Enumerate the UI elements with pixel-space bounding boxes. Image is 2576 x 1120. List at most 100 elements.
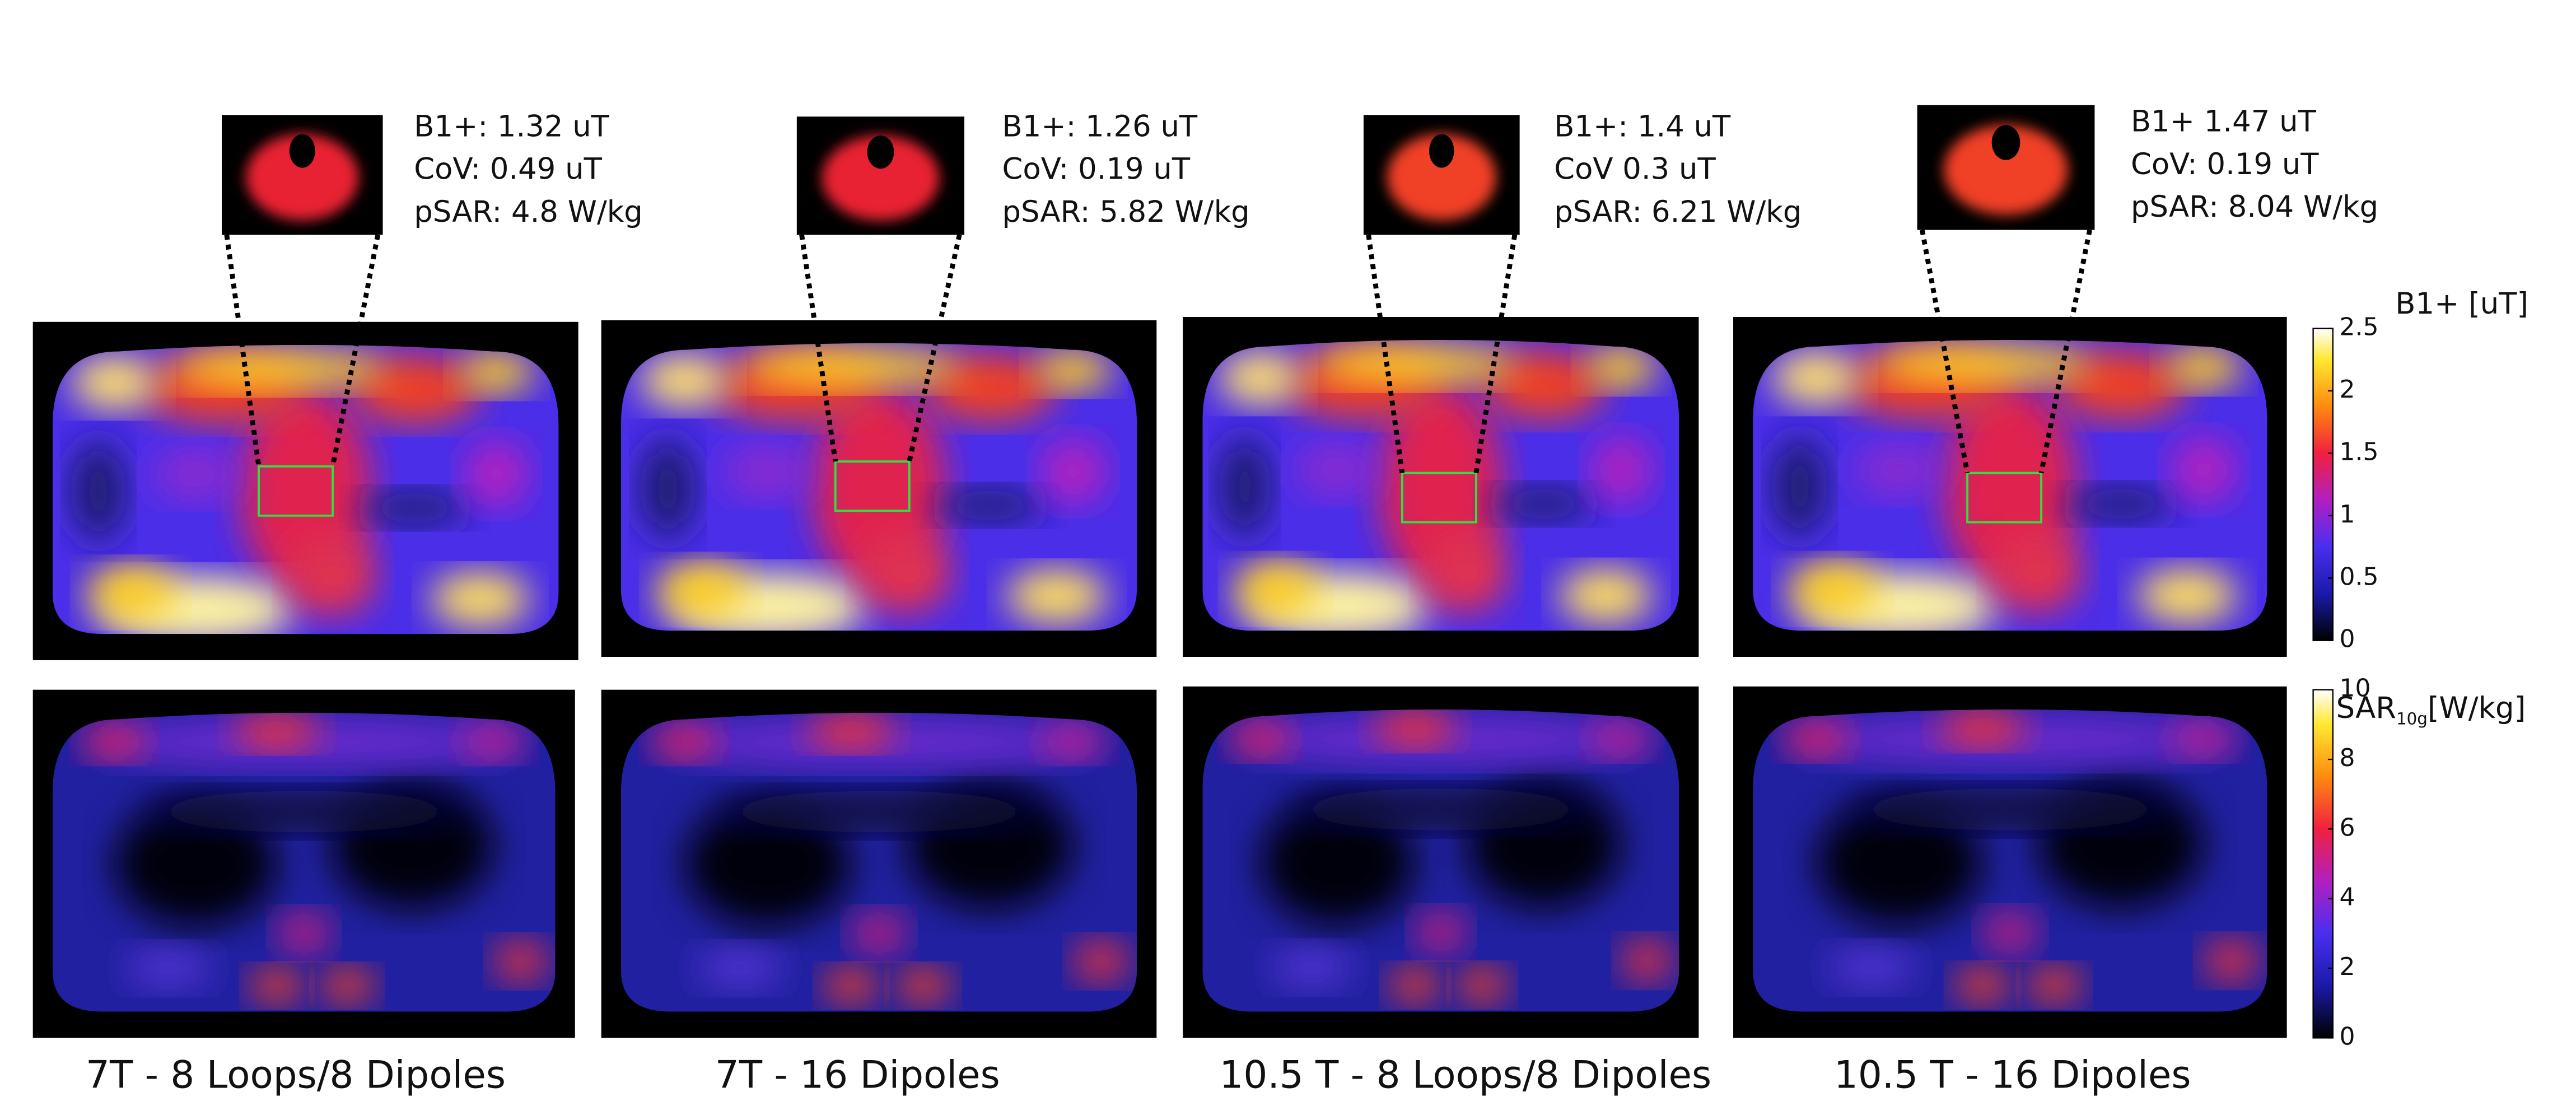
heatmap xyxy=(1202,709,1679,1012)
stat-text: CoV 0.3 uT xyxy=(1554,152,1716,186)
stat-text: CoV: 0.19 uT xyxy=(1002,152,1191,186)
panel-caption: 7T - 8 Loops/8 Dipoles xyxy=(86,1052,506,1096)
inset-field xyxy=(822,135,940,221)
roi-box xyxy=(1401,472,1477,524)
field-blob xyxy=(2171,721,2237,757)
stat-text: pSAR: 6.21 W/kg xyxy=(1554,195,1802,229)
heatmap xyxy=(52,712,556,1012)
field-blob xyxy=(461,724,526,760)
field-blob xyxy=(1286,788,1596,831)
field-blob xyxy=(934,488,1046,522)
field-blob xyxy=(1844,788,2176,831)
field-blob xyxy=(1816,799,1982,926)
field-blob xyxy=(1827,946,1916,989)
inset-field xyxy=(246,134,359,221)
field-blob xyxy=(851,912,907,955)
field-blob xyxy=(1772,436,1828,538)
field-blob xyxy=(656,562,746,617)
colorbar-tick-label: 8 xyxy=(2340,744,2355,772)
field-blob xyxy=(1389,967,1441,1003)
inset-hole xyxy=(1991,125,2020,160)
colorbar-tick-label: 10 xyxy=(2340,674,2371,703)
stat-text: B1+: 1.4 uT xyxy=(1554,109,1731,143)
field-blob xyxy=(1219,436,1271,538)
stat-text: pSAR: 4.8 W/kg xyxy=(414,195,643,229)
field-blob xyxy=(1229,721,1291,757)
field-blob xyxy=(862,532,951,613)
zoom-line xyxy=(1366,234,1405,474)
colorbar-label: SAR10g[W/kg] xyxy=(2336,691,2526,728)
field-blob xyxy=(81,724,147,760)
stat-text: pSAR: 8.04 W/kg xyxy=(2131,190,2378,224)
field-blob xyxy=(141,790,467,833)
field-blob xyxy=(233,714,320,749)
field-blob xyxy=(823,968,879,1004)
field-blob xyxy=(1073,940,1129,982)
field-blob xyxy=(1260,799,1415,926)
field-blob xyxy=(1040,438,1107,506)
field-blob xyxy=(684,801,851,927)
colorbar-tick-label: 4 xyxy=(2340,883,2355,912)
field-blob xyxy=(1219,351,1302,405)
zoom-line xyxy=(2038,229,2092,474)
stat-text: B1+: 1.26 uT xyxy=(1002,109,1198,143)
heatmap xyxy=(620,712,1137,1012)
zoom-line xyxy=(1473,234,1518,474)
field-blob xyxy=(712,790,1046,833)
colorbar-tick-label: 1 xyxy=(2340,500,2355,529)
zoom-line xyxy=(799,234,838,462)
field-blob xyxy=(458,352,535,393)
field-blob xyxy=(277,912,332,955)
field-blob xyxy=(320,968,375,1004)
field-blob xyxy=(1270,946,1354,989)
field-blob xyxy=(1234,562,1317,617)
field-blob xyxy=(1590,436,1653,504)
field-blob xyxy=(1982,911,2038,954)
inset-field xyxy=(1944,125,2068,215)
field-blob xyxy=(87,565,175,620)
colorbar xyxy=(2312,328,2334,641)
inset-hole xyxy=(1429,134,1454,168)
stat-text: B1+: 1.32 uT xyxy=(414,109,609,143)
colorbar-tick-label: 0.5 xyxy=(2340,562,2379,591)
colorbar-tick-label: 1.5 xyxy=(2340,437,2379,466)
colorbar-tick-label: 0 xyxy=(2340,1022,2355,1051)
label-sub: 10g xyxy=(2396,709,2428,728)
field-blob xyxy=(2137,568,2237,623)
inset-field xyxy=(1387,134,1496,221)
colorbar-label: B1+ [uT] xyxy=(2395,287,2528,321)
field-blob xyxy=(1559,568,1653,623)
field-blob xyxy=(1855,442,1944,497)
stat-text: pSAR: 5.82 W/kg xyxy=(1002,195,1250,229)
field-blob xyxy=(1772,351,1861,405)
heatmap xyxy=(1202,340,1679,631)
field-blob xyxy=(1374,711,1457,746)
stat-text: CoV: 0.49 uT xyxy=(414,152,602,186)
field-blob xyxy=(1034,350,1112,391)
field-blob xyxy=(493,940,548,982)
colorbar-tick-label: 2 xyxy=(2340,953,2355,981)
field-blob xyxy=(640,438,696,539)
field-blob xyxy=(1590,721,1653,757)
field-blob xyxy=(723,445,813,499)
field-blob xyxy=(1492,487,1596,521)
field-blob xyxy=(1296,442,1379,497)
field-blob xyxy=(1621,939,1673,982)
field-blob xyxy=(1954,967,2010,1003)
colorbar-tick-label: 2.5 xyxy=(2340,313,2379,342)
zoom-line xyxy=(1920,229,1970,474)
panel-caption: 10.5 T - 16 Dipoles xyxy=(1834,1052,2191,1096)
colorbar-tick-label: 6 xyxy=(2340,813,2355,842)
field-blob xyxy=(2027,967,2082,1003)
roi-box xyxy=(258,465,334,517)
field-blob xyxy=(696,947,785,990)
field-blob xyxy=(1006,569,1107,623)
field-blob xyxy=(125,947,212,990)
stat-text: B1+ 1.47 uT xyxy=(2131,105,2317,139)
colorbar xyxy=(2312,689,2334,1039)
label-main: SAR xyxy=(2336,691,2396,725)
field-blob xyxy=(2171,436,2237,504)
field-blob xyxy=(1938,711,2027,746)
field-blob xyxy=(71,356,158,410)
